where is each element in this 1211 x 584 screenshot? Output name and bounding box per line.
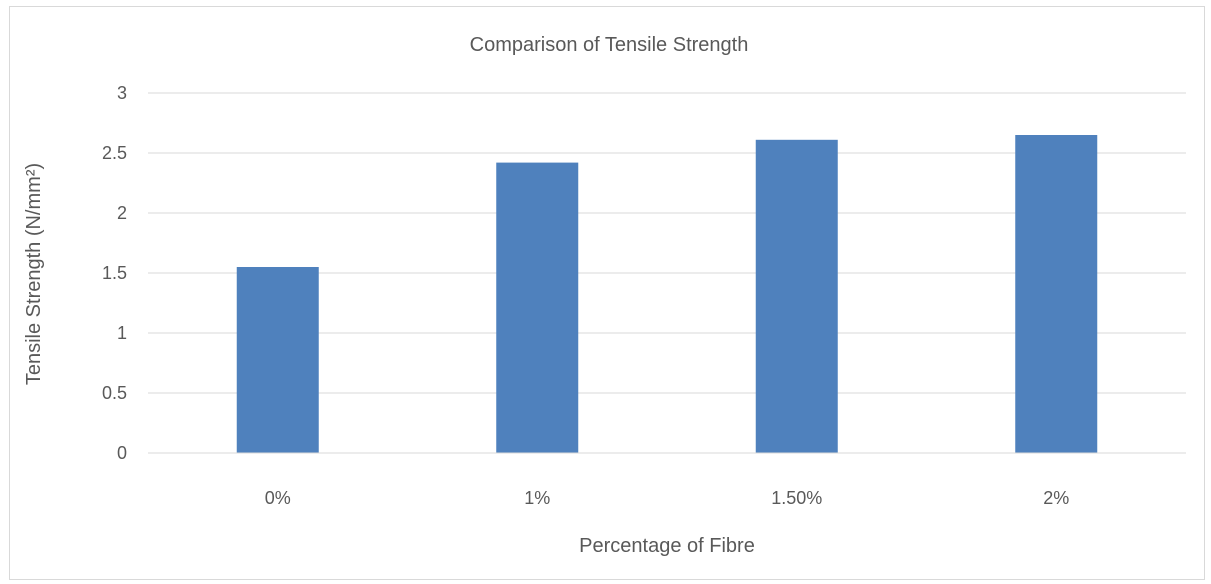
- y-tick-label: 0: [117, 443, 127, 463]
- bar-2-: [1015, 135, 1098, 453]
- y-tick-label: 2.5: [102, 143, 127, 163]
- bar-1-50-: [755, 139, 838, 454]
- y-tick-label: 3: [117, 83, 127, 103]
- x-tick-label: 2%: [1043, 488, 1069, 508]
- y-tick-label: 1.5: [102, 263, 127, 283]
- y-axis-label: Tensile Strength (N/mm²): [23, 163, 45, 385]
- x-axis-label: Percentage of Fibre: [579, 535, 755, 557]
- x-tick-label: 1%: [524, 488, 550, 508]
- x-axis-ticks: 0% 1% 1.50% 2%: [265, 488, 1070, 508]
- y-axis-ticks: 0 0.5 1 1.5 2 2.5 3: [102, 83, 127, 463]
- y-tick-label: 2: [117, 203, 127, 223]
- chart-frame: [9, 6, 1205, 580]
- y-tick-label: 1: [117, 323, 127, 343]
- x-tick-label: 0%: [265, 488, 291, 508]
- bar-1-: [496, 162, 579, 453]
- x-tick-label: 1.50%: [771, 488, 822, 508]
- chart-title: Comparison of Tensile Strength: [470, 34, 749, 56]
- y-tick-label: 0.5: [102, 383, 127, 403]
- bars: [148, 135, 1186, 454]
- bar-0-: [236, 267, 319, 453]
